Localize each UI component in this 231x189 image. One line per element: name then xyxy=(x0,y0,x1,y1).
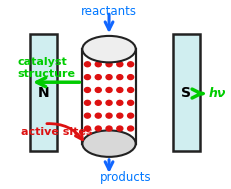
Circle shape xyxy=(95,100,101,105)
Bar xyxy=(30,34,57,151)
Circle shape xyxy=(95,126,101,131)
Text: reactants: reactants xyxy=(81,5,137,18)
Circle shape xyxy=(106,62,112,67)
Circle shape xyxy=(95,113,101,118)
Circle shape xyxy=(106,75,112,80)
Circle shape xyxy=(84,126,90,131)
Circle shape xyxy=(106,126,112,131)
Ellipse shape xyxy=(82,36,135,62)
Circle shape xyxy=(106,88,112,92)
Circle shape xyxy=(127,100,133,105)
Text: active sites: active sites xyxy=(21,127,92,137)
Circle shape xyxy=(127,113,133,118)
Bar xyxy=(172,34,199,151)
Circle shape xyxy=(116,75,122,80)
Circle shape xyxy=(116,126,122,131)
Bar xyxy=(82,49,135,144)
Circle shape xyxy=(116,113,122,118)
Text: N: N xyxy=(37,86,49,100)
Circle shape xyxy=(84,88,90,92)
Circle shape xyxy=(95,88,101,92)
Circle shape xyxy=(95,75,101,80)
Circle shape xyxy=(116,62,122,67)
Text: catalyst
structure: catalyst structure xyxy=(17,57,75,79)
Text: products: products xyxy=(99,171,150,184)
Circle shape xyxy=(106,100,112,105)
Circle shape xyxy=(95,62,101,67)
Circle shape xyxy=(127,88,133,92)
Circle shape xyxy=(106,113,112,118)
Circle shape xyxy=(127,126,133,131)
Ellipse shape xyxy=(82,130,135,157)
Circle shape xyxy=(116,88,122,92)
Circle shape xyxy=(84,113,90,118)
Text: hν: hν xyxy=(208,87,225,100)
Circle shape xyxy=(84,62,90,67)
Circle shape xyxy=(127,62,133,67)
Circle shape xyxy=(127,75,133,80)
Circle shape xyxy=(84,75,90,80)
Circle shape xyxy=(116,100,122,105)
Text: S: S xyxy=(180,86,190,100)
Circle shape xyxy=(84,100,90,105)
